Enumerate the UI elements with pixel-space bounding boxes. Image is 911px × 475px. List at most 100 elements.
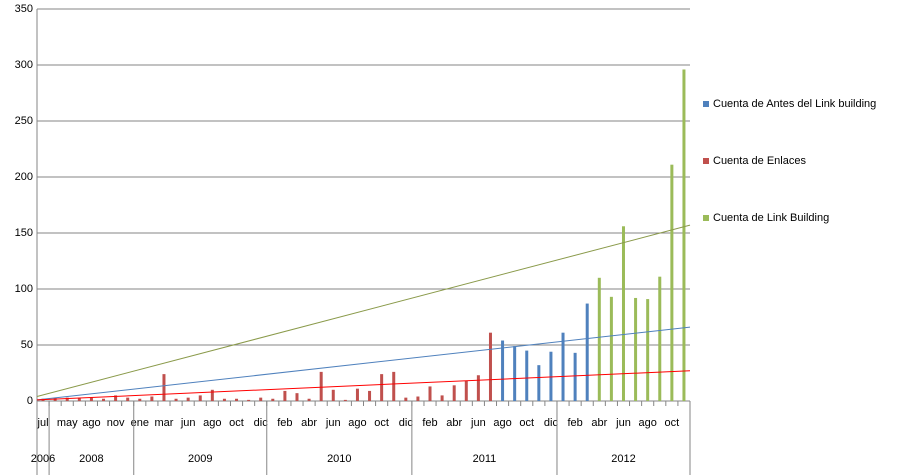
bar [89,397,93,401]
bar [186,397,190,401]
x-tick-label: jun [470,417,486,429]
bar [609,296,613,401]
bar [114,395,118,401]
bar [597,277,601,401]
legend-swatch [703,215,709,221]
bar [259,397,263,401]
x-tick-label: jun [615,417,631,429]
bar [343,399,347,401]
bar [452,385,456,401]
bar [634,297,638,401]
bar [235,398,239,401]
trend-line [36,370,691,401]
x-tick-label: ago [493,417,511,429]
bar [585,303,589,401]
bar [549,351,553,401]
bar [658,276,662,401]
bar [307,398,311,401]
bar [488,332,492,401]
trend-line [36,224,691,398]
bar [126,397,130,401]
y-tick-label: 300 [15,59,33,71]
bar [138,398,142,401]
bar [77,397,81,401]
y-tick-label: 250 [15,115,33,127]
x-tick-label: ago [82,417,100,429]
year-label: 2012 [611,453,635,465]
x-tick-label: jun [325,417,341,429]
bar [573,352,577,401]
bar [501,340,505,401]
bar [210,389,214,401]
bar [283,390,287,401]
x-tick-label: ago [348,417,366,429]
bar [646,299,650,401]
legend-swatch [703,158,709,164]
x-tick-label: ene [131,417,149,429]
y-tick-label: 100 [15,283,33,295]
y-tick-label: 350 [15,3,33,15]
bar [331,389,335,401]
x-tick-label: dic [399,417,414,429]
bar [150,396,154,401]
trend-line [36,326,691,401]
x-tick-label: abr [301,417,317,429]
bar [65,397,69,401]
x-tick-label: oct [665,417,680,429]
bar [513,346,517,401]
bar [525,350,529,401]
bar [368,390,372,401]
bar [198,395,202,401]
legend-label: Cuenta de Link Building [713,212,829,224]
x-tick-label: jun [180,417,196,429]
bar [670,164,674,401]
x-tick-label: mar [154,417,173,429]
x-tick-label: ago [203,417,221,429]
x-tick-label: abr [446,417,462,429]
legend-swatch [703,101,709,107]
y-tick-label: 50 [21,339,33,351]
x-tick-label: feb [567,417,582,429]
x-tick-label: dic [254,417,269,429]
year-label: 2011 [473,453,497,465]
bar [464,380,468,401]
bar [102,398,106,401]
bar [440,395,444,401]
bar [428,386,432,401]
bar [380,374,384,401]
y-tick-label: 0 [27,395,33,407]
x-tick-label: feb [422,417,437,429]
legend-label: Cuenta de Enlaces [713,155,806,167]
bar [537,365,541,401]
bar [416,396,420,401]
x-tick-label: jul [37,417,49,429]
x-tick-label: ago [638,417,656,429]
x-tick-label: abr [591,417,607,429]
year-label: 2010 [327,453,351,465]
x-tick-label: oct [229,417,244,429]
bar [174,398,178,401]
x-tick-label: nov [107,417,125,429]
bar [355,388,359,401]
x-tick-label: dic [544,417,559,429]
year-label: 2008 [79,453,103,465]
bar [271,398,275,401]
y-tick-label: 150 [15,227,33,239]
y-tick-label: 200 [15,171,33,183]
bar [162,374,166,401]
bar [682,69,686,401]
legend-label: Cuenta de Antes del Link building [713,98,876,110]
year-label: 2009 [188,453,212,465]
year-label: 2006 [31,453,55,465]
bar [222,398,226,401]
x-tick-label: feb [277,417,292,429]
bar [561,332,565,401]
x-tick-label: oct [519,417,534,429]
bar [247,399,251,401]
bar [295,393,299,401]
x-tick-label: may [57,417,78,429]
bar [392,371,396,401]
bar [621,226,625,401]
